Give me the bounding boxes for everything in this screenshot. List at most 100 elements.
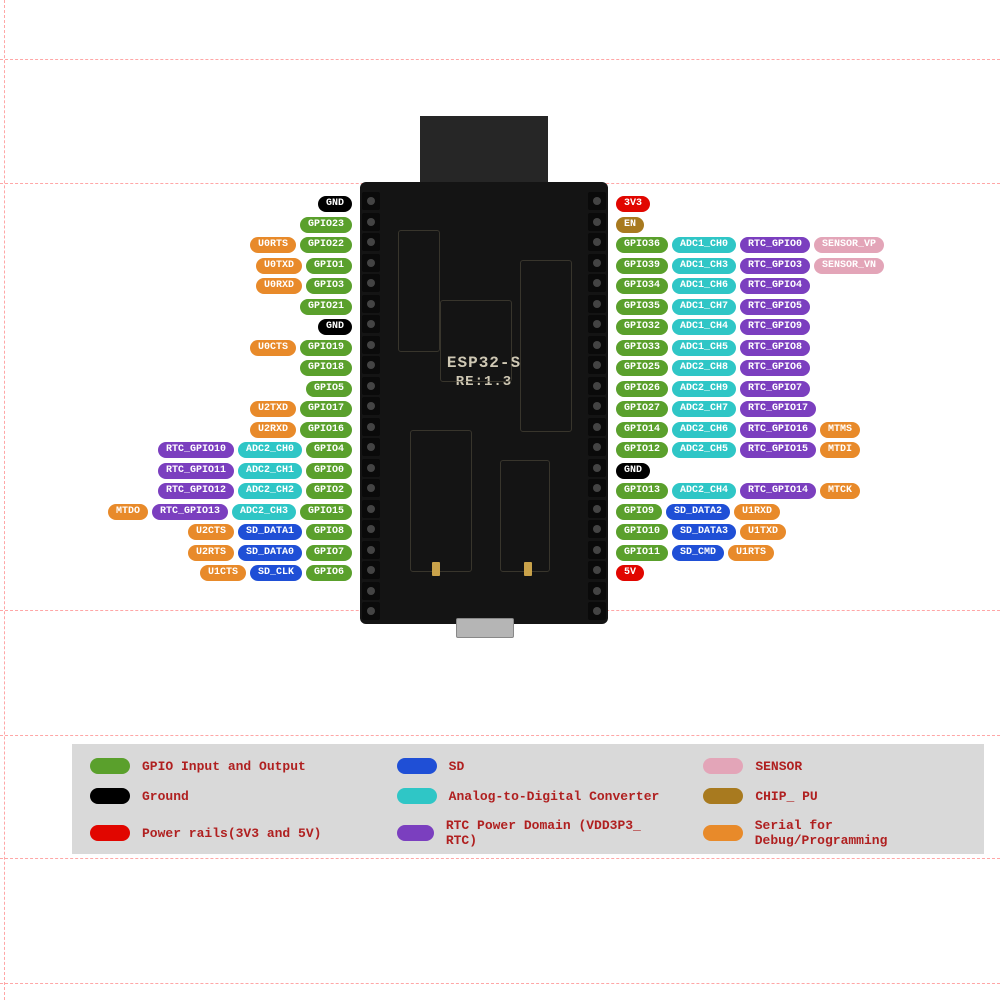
pin-label-sd: SD_DATA3 [672,524,736,540]
legend-item: Serial for Debug/Programming [703,818,970,848]
grid-line-h [0,59,1000,60]
pin-pad [362,397,380,415]
pin-label-sd: SD_DATA2 [666,504,730,520]
pin-label-rtc: RTC_GPIO8 [740,340,810,356]
pin-label-gpio: GPIO39 [616,258,668,274]
pin-pad [588,274,606,292]
pin-label-serial: MTCK [820,483,860,499]
legend-item: RTC Power Domain (VDD3P3_ RTC) [397,818,664,848]
pin-label-gpio: GPIO4 [306,442,352,458]
legend-swatch-rtc [397,825,434,841]
pin-pad [362,520,380,538]
legend-swatch-power [90,825,130,841]
pin-label-gpio: GPIO22 [300,237,352,253]
pin-label-serial: MTDI [820,442,860,458]
pin-row: EN [616,215,884,236]
pin-label-gpio: GPIO6 [306,565,352,581]
pin-label-rtc: RTC_GPIO6 [740,360,810,376]
pin-label-sd: SD_CMD [672,545,724,561]
pin-label-gpio: GPIO33 [616,340,668,356]
pin-row: GPIO33ADC1_CH5RTC_GPIO8 [616,338,884,359]
pin-row: GPIO4ADC2_CH0RTC_GPIO10 [108,440,352,461]
pin-pad [588,459,606,477]
pin-row: GPIO35ADC1_CH7RTC_GPIO5 [616,297,884,318]
pin-label-serial: U2RTS [188,545,234,561]
pin-row: GPIO8SD_DATA1U2CTS [108,522,352,543]
pin-pad [362,274,380,292]
pin-label-gpio: GPIO17 [300,401,352,417]
pin-pad [362,459,380,477]
pin-row: GPIO6SD_CLKU1CTS [108,563,352,584]
pin-row: GPIO34ADC1_CH6RTC_GPIO4 [616,276,884,297]
pin-pad [588,520,606,538]
pin-row: GPIO2ADC2_CH2RTC_GPIO12 [108,481,352,502]
pin-label-serial: U0RTS [250,237,296,253]
pin-label-adc: ADC2_CH2 [238,483,302,499]
legend-item: CHIP_ PU [703,788,970,804]
pin-pad [588,479,606,497]
pin-pad [362,418,380,436]
left-pin-labels: GNDGPIO23GPIO22U0RTSGPIO1U0TXDGPIO3U0RXD… [108,194,352,584]
pin-pad [588,397,606,415]
pin-label-gpio: GPIO3 [306,278,352,294]
pin-row: GPIO17U2TXD [108,399,352,420]
pin-label-gpio: GPIO34 [616,278,668,294]
pin-label-sd: SD_CLK [250,565,302,581]
pin-label-adc: ADC2_CH5 [672,442,736,458]
pin-pad [362,336,380,354]
pin-label-serial: U2RXD [250,422,296,438]
legend-item: Power rails(3V3 and 5V) [90,818,357,848]
pin-label-rtc: RTC_GPIO13 [152,504,228,520]
pin-row: GPIO15ADC2_CH3RTC_GPIO13MTDO [108,502,352,523]
pin-label-gpio: GPIO11 [616,545,668,561]
pin-pad [588,438,606,456]
pin-pad [362,479,380,497]
pin-row: GPIO5 [108,379,352,400]
pin-row: GPIO27ADC2_CH7RTC_GPIO17 [616,399,884,420]
pin-row: GPIO1U0TXD [108,256,352,277]
pin-label-gpio: GPIO35 [616,299,668,315]
pin-pad [588,541,606,559]
pin-row: GPIO36ADC1_CH0RTC_GPIO0SENSOR_VP [616,235,884,256]
pin-pad [588,192,606,210]
pin-row: GPIO39ADC1_CH3RTC_GPIO3SENSOR_VN [616,256,884,277]
pin-row: GPIO16U2RXD [108,420,352,441]
pin-label-chip_pu: EN [616,217,644,233]
pin-pad [362,582,380,600]
legend-swatch-ground [90,788,130,804]
pin-label-adc: ADC2_CH0 [238,442,302,458]
pin-label-gpio: GPIO26 [616,381,668,397]
legend-label: SD [449,759,465,774]
antenna-block [420,116,548,182]
pin-row: GPIO26ADC2_CH9RTC_GPIO7 [616,379,884,400]
pin-label-serial: MTMS [820,422,860,438]
pin-pad [588,254,606,272]
pin-label-adc: ADC1_CH4 [672,319,736,335]
pin-row: GPIO22U0RTS [108,235,352,256]
usb-connector [456,618,514,638]
pin-row: GND [108,194,352,215]
pin-pad [588,418,606,436]
pin-label-adc: ADC2_CH3 [232,504,296,520]
pin-row: 5V [616,563,884,584]
pin-label-power: 3V3 [616,196,650,212]
legend-item: Ground [90,788,357,804]
pin-label-adc: ADC1_CH0 [672,237,736,253]
pin-row: GPIO25ADC2_CH8RTC_GPIO6 [616,358,884,379]
pin-label-rtc: RTC_GPIO15 [740,442,816,458]
legend-label: Analog-to-Digital Converter [449,789,660,804]
pin-pad [588,561,606,579]
pin-row: GPIO23 [108,215,352,236]
pin-label-gpio: GPIO25 [616,360,668,376]
legend-item: Analog-to-Digital Converter [397,788,664,804]
pin-label-gpio: GPIO32 [616,319,668,335]
pin-pad [362,602,380,620]
grid-line-h [0,858,1000,859]
pin-row: GPIO9SD_DATA2U1RXD [616,502,884,523]
legend-swatch-sd [397,758,437,774]
pin-label-adc: ADC1_CH7 [672,299,736,315]
pin-label-sensor: SENSOR_VP [814,237,884,253]
pin-label-rtc: RTC_GPIO9 [740,319,810,335]
pin-label-serial: U0CTS [250,340,296,356]
pin-row: GND [616,461,884,482]
